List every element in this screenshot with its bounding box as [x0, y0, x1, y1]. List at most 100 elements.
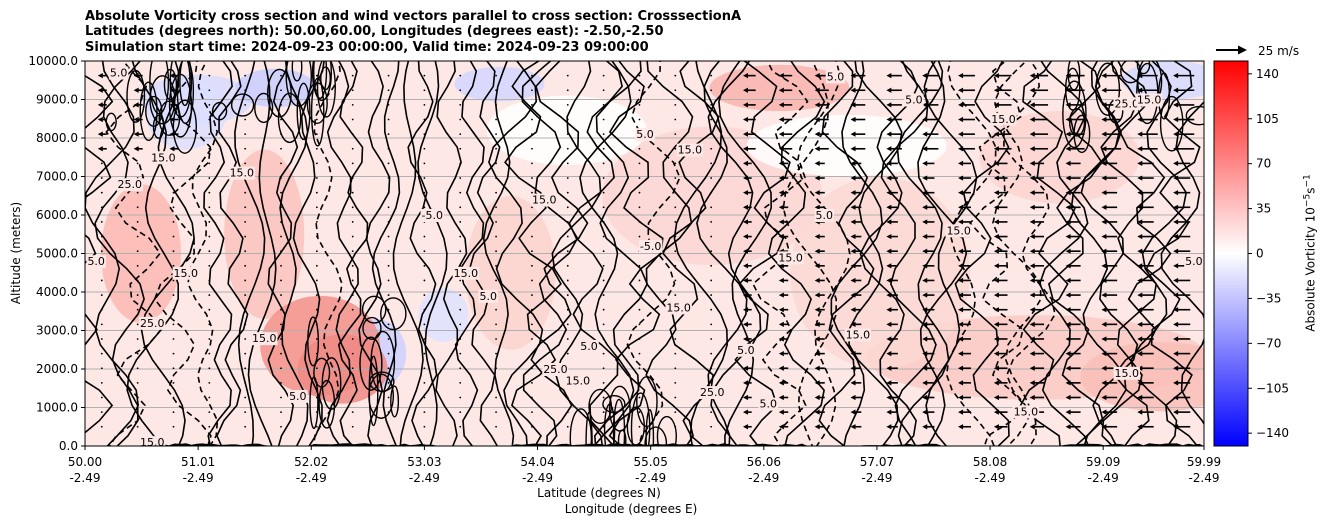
- wind-vector-head: [97, 131, 103, 137]
- wind-vector-head: [742, 219, 748, 225]
- wind-vector-dot: [566, 118, 569, 121]
- wind-vector-head: [1173, 87, 1179, 93]
- contour-loop: [172, 99, 197, 154]
- wind-vector-dot: [208, 338, 211, 340]
- wind-vector-dot: [100, 396, 103, 399]
- wind-vector-head: [1065, 351, 1071, 357]
- wind-vector-dot: [459, 118, 462, 121]
- wind-vector-head: [742, 263, 748, 269]
- contour-label: 25.0: [140, 317, 165, 330]
- wind-vector-dot: [531, 250, 533, 253]
- wind-vector-dot: [280, 367, 282, 370]
- wind-vector-dot: [602, 89, 605, 92]
- colorbar-label-exp2: −1: [1302, 174, 1313, 188]
- wind-vector-head: [1065, 233, 1071, 240]
- wind-vector-dot: [602, 294, 605, 296]
- y-tick-label: 3000.0: [36, 324, 78, 338]
- wind-vector-head: [958, 321, 964, 327]
- wind-vector-head: [742, 394, 748, 401]
- x-tick-label-lon: -2.49: [69, 471, 100, 485]
- contour-loop: [139, 81, 158, 141]
- contour-line: [1038, 61, 1090, 446]
- wind-vector-dot: [387, 308, 390, 311]
- wind-vector-dot: [100, 177, 103, 179]
- wind-vector-dot: [244, 381, 247, 384]
- wind-vector-dot: [172, 221, 175, 223]
- wind-vector-head: [1101, 409, 1107, 415]
- wind-vector-head: [886, 263, 892, 269]
- wind-vector-dot: [602, 74, 605, 77]
- wind-vector-head: [1137, 87, 1143, 93]
- wind-vector-dot: [208, 103, 211, 106]
- wind-vector-dot: [172, 294, 175, 296]
- wind-vector-dot: [351, 147, 354, 150]
- wind-vector-dot: [566, 396, 569, 399]
- wind-vector-head: [886, 424, 892, 430]
- wind-vector-head: [1065, 73, 1071, 79]
- wind-vector-dot: [638, 118, 641, 121]
- wind-vector-dot: [531, 352, 533, 355]
- wind-vector-dot: [423, 396, 426, 399]
- wind-vector-head: [1029, 321, 1035, 327]
- wind-vector-dot: [351, 162, 354, 165]
- wind-vector-dot: [315, 425, 318, 428]
- contour-loop: [656, 415, 677, 446]
- wind-vector-head: [922, 365, 928, 371]
- wind-vector-dot: [566, 177, 569, 179]
- wind-vector-dot: [208, 323, 211, 326]
- wind-vector-head: [850, 351, 856, 357]
- wind-vector-dot: [136, 425, 139, 428]
- wind-vector-dot: [351, 381, 354, 384]
- wind-vector-dot: [710, 191, 713, 194]
- contour-loop: [296, 82, 311, 141]
- wind-vector-dot: [280, 177, 282, 179]
- wind-vector-dot: [710, 352, 713, 355]
- wind-vector-head: [1029, 190, 1035, 196]
- contour-label: 15.0: [1014, 405, 1039, 418]
- wind-vector-head: [1029, 204, 1035, 210]
- contour-loop: [380, 297, 407, 331]
- wind-vector-dot: [136, 221, 139, 223]
- wind-vector-dot: [423, 206, 426, 209]
- wind-vector-head: [1101, 219, 1107, 225]
- wind-vector-head: [1101, 263, 1107, 269]
- wind-vector-dot: [172, 250, 175, 253]
- wind-vector-head: [133, 116, 139, 123]
- wind-vector-head: [886, 87, 892, 93]
- wind-vector-dot: [674, 206, 677, 209]
- wind-vector-head: [1173, 73, 1179, 79]
- contour-line: [551, 61, 604, 446]
- chart-title-line-1: Absolute Vorticity cross section and win…: [85, 9, 742, 24]
- wind-vector-head: [922, 424, 928, 430]
- wind-vector-dot: [459, 235, 462, 238]
- wind-vector-dot: [531, 133, 533, 136]
- contour-label-bg: [990, 112, 1017, 126]
- wind-vector-head: [886, 277, 892, 284]
- wind-vector-head: [1173, 146, 1179, 152]
- wind-vector-dot: [531, 338, 533, 340]
- wind-vector-head: [814, 175, 820, 181]
- wind-vector-dot: [208, 74, 211, 77]
- contour-label-bg: [1184, 255, 1204, 269]
- contour-line: [1160, 100, 1204, 426]
- contour-label-bg: [844, 328, 872, 342]
- wind-vector-dot: [674, 323, 677, 326]
- wind-vector-dot: [100, 323, 103, 326]
- wind-vector-head: [1029, 146, 1035, 152]
- wind-vector-dot: [638, 235, 641, 238]
- contour-label-bg: [564, 374, 592, 388]
- wind-vector-dot: [351, 352, 354, 355]
- wind-vector-head: [778, 292, 784, 298]
- wind-vector-dot: [674, 338, 677, 340]
- wind-vector-head: [850, 73, 856, 79]
- wind-vector-dot: [459, 308, 462, 311]
- wind-vector-head: [1101, 248, 1107, 254]
- wind-vector-dot: [244, 411, 247, 414]
- wind-vector-dot: [710, 177, 713, 179]
- x-tick-label-lat: 52.02: [294, 455, 328, 469]
- wind-vector-head: [922, 336, 928, 342]
- contour-label: 25.0: [118, 178, 143, 191]
- wind-vector-dot: [100, 250, 103, 253]
- wind-vector-dot: [100, 221, 103, 223]
- wind-vector-dot: [351, 279, 354, 282]
